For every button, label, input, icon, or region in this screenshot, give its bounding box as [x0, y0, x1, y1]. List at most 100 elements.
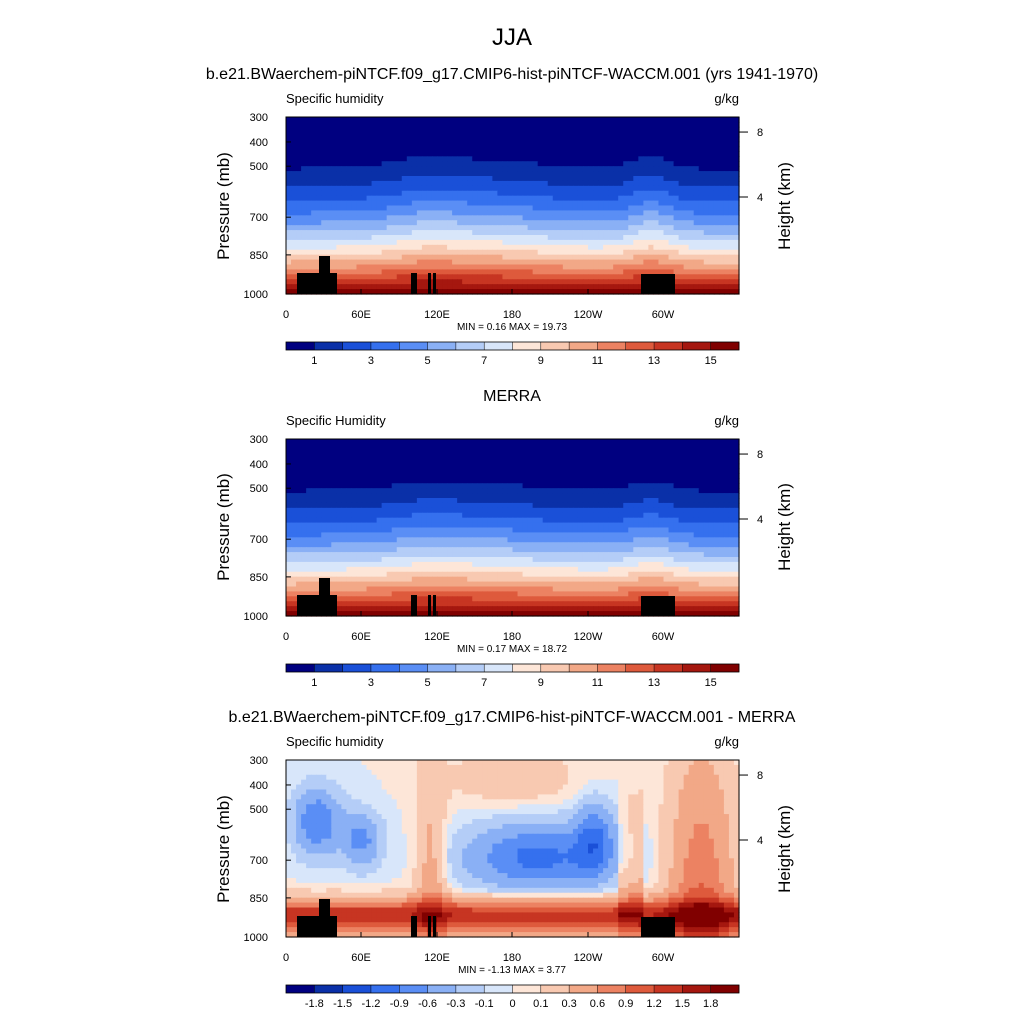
y2-tick-label: 8 — [757, 127, 763, 139]
colorbar-bin — [314, 664, 343, 672]
y-tick-label: 500 — [250, 161, 268, 173]
panel-1-y2label: Height (km) — [775, 162, 794, 250]
colorbar-bin — [682, 664, 711, 672]
colorbar-bin — [710, 342, 740, 350]
y-tick-label: 700 — [250, 212, 268, 224]
x-tick-label: 120E — [424, 631, 450, 643]
colorbar-bin — [314, 985, 343, 993]
panel-3-topography — [297, 899, 675, 937]
y-tick-label: 400 — [250, 137, 268, 149]
colorbar-bin — [569, 342, 598, 350]
colorbar-bin — [569, 985, 598, 993]
colorbar-bin — [399, 664, 428, 672]
x-tick-label: 60W — [652, 952, 675, 964]
panel-2-contour-field — [286, 439, 740, 617]
y2-tick-label: 4 — [757, 514, 763, 526]
colorbar-bin — [427, 664, 457, 672]
colorbar-label: 5 — [424, 355, 430, 367]
colorbar-bin — [455, 342, 485, 350]
colorbar-bin — [682, 985, 711, 993]
colorbar-label: 1 — [311, 677, 317, 689]
panel-2-topography — [297, 578, 675, 616]
colorbar-bin — [399, 342, 428, 350]
panel-3-title: b.e21.BWaerchem-piNTCF.f09_g17.CMIP6-his… — [229, 709, 796, 726]
topography-mask — [319, 578, 330, 616]
y2-tick-label: 4 — [757, 192, 763, 204]
x-tick-label: 180 — [503, 631, 521, 643]
panel-3: b.e21.BWaerchem-piNTCF.f09_g17.CMIP6-his… — [214, 709, 796, 1010]
colorbar-bin — [540, 342, 570, 350]
x-tick-label: 120E — [424, 952, 450, 964]
topography-mask — [297, 595, 337, 616]
colorbar-bin — [370, 342, 400, 350]
x-tick-label: 60W — [652, 631, 675, 643]
panel-1: b.e21.BWaerchem-piNTCF.f09_g17.CMIP6-his… — [206, 66, 818, 367]
panel-3-y2label: Height (km) — [775, 805, 794, 893]
colorbar-bin — [625, 985, 655, 993]
x-tick-label: 120W — [574, 952, 603, 964]
topography-mask — [428, 273, 431, 294]
y-tick-label: 400 — [250, 780, 268, 792]
colorbar-label: 9 — [538, 677, 544, 689]
x-tick-label: 0 — [283, 309, 289, 321]
colorbar-bin — [682, 342, 711, 350]
panel-1-colorbar: 1 3 5 7 9 11 13 15 — [285, 341, 740, 367]
colorbar-label: 3 — [368, 677, 374, 689]
colorbar-label: 0.3 — [561, 998, 576, 1010]
panel-3-left-label: Specific humidity — [286, 734, 384, 749]
x-tick-label: 180 — [503, 309, 521, 321]
colorbar-bin — [484, 342, 513, 350]
topography-mask — [297, 916, 337, 937]
colorbar-label: 3 — [368, 355, 374, 367]
panel-3-contour-field — [286, 760, 740, 938]
topography-mask — [433, 916, 436, 937]
colorbar-bin — [710, 985, 740, 993]
colorbar-bin — [370, 985, 400, 993]
y-tick-label: 1000 — [244, 611, 268, 623]
colorbar-bin — [484, 664, 513, 672]
y-tick-label: 300 — [250, 112, 268, 124]
panel-2-colorbar: 1 3 5 7 9 11 13 15 — [285, 663, 740, 689]
colorbar-label: -0.6 — [418, 998, 437, 1010]
colorbar-label: -0.3 — [446, 998, 465, 1010]
y2-tick-label: 8 — [757, 449, 763, 461]
x-tick-label: 120W — [574, 309, 603, 321]
colorbar-bin — [540, 664, 570, 672]
y-tick-label: 1000 — [244, 289, 268, 301]
panel-2-plot: 0 60E 120E 180 120W 60W 300 400 500 700 850 1000 8 4 — [244, 434, 764, 643]
colorbar-bin — [654, 985, 683, 993]
colorbar-label: 1 — [311, 355, 317, 367]
x-tick-label: 180 — [503, 952, 521, 964]
colorbar-label: 7 — [481, 677, 487, 689]
panel-1-minmax: MIN = 0.16 MAX = 19.73 — [457, 322, 567, 333]
colorbar-bin — [512, 985, 542, 993]
colorbar-bin — [286, 985, 315, 993]
panel-1-plot: 0 60E 120E 180 120W 60W 300 400 500 700 850 1000 8 4 — [244, 112, 764, 321]
x-tick-label: 60E — [351, 631, 371, 643]
colorbar-bin — [512, 342, 542, 350]
x-tick-label: 0 — [283, 631, 289, 643]
figure-title: JJA — [492, 24, 532, 51]
topography-mask — [433, 273, 436, 294]
y-tick-label: 700 — [250, 855, 268, 867]
colorbar-bin — [370, 664, 400, 672]
colorbar-bin — [342, 985, 372, 993]
y-tick-label: 500 — [250, 804, 268, 816]
colorbar-label: 0.1 — [533, 998, 548, 1010]
y2-tick-label: 4 — [757, 835, 763, 847]
panel-1-left-label: Specific humidity — [286, 91, 384, 106]
colorbar-bin — [625, 342, 655, 350]
colorbar-bin — [427, 985, 457, 993]
panel-3-ylabel: Pressure (mb) — [214, 795, 233, 903]
colorbar-label: 11 — [592, 355, 603, 367]
colorbar-label: -0.1 — [475, 998, 494, 1010]
topography-mask — [411, 273, 417, 294]
panel-1-right-label: g/kg — [714, 91, 739, 106]
colorbar-bin — [484, 985, 513, 993]
colorbar-label: 15 — [705, 677, 717, 689]
y-tick-label: 850 — [250, 250, 268, 262]
colorbar-bin — [342, 664, 372, 672]
panel-1-contour-field — [286, 117, 740, 295]
colorbar-label: 11 — [592, 677, 603, 689]
